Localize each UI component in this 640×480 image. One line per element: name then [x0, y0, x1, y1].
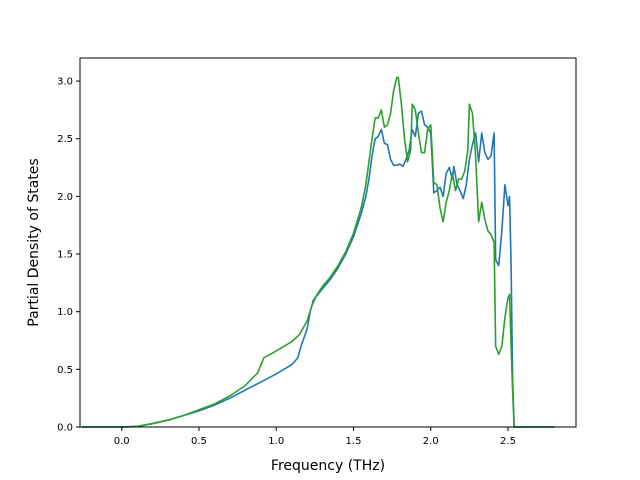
x-tick-label: 2.0: [423, 436, 439, 447]
x-tick-label: 1.5: [346, 436, 362, 447]
y-tick-label: 3.0: [57, 77, 73, 88]
y-axis-label: Partial Density of States: [26, 158, 42, 326]
series-line-1: [81, 110, 555, 428]
x-tick-label: 2.5: [500, 436, 516, 447]
x-tick-label: 0.5: [191, 436, 207, 447]
x-tick-label: 1.0: [268, 436, 284, 447]
y-tick-label: 1.0: [57, 307, 73, 318]
series-line-2: [81, 76, 555, 428]
y-tick-label: 1.5: [57, 250, 73, 261]
plot-frame: [79, 57, 577, 428]
y-tick-label: 2.5: [57, 134, 73, 145]
y-ticks: 0.0 0.5 1.0 1.5 2.0 2.5 3.0: [57, 77, 80, 434]
x-axis-label: Frequency (THz): [271, 458, 385, 474]
series-layer: [81, 76, 555, 428]
y-tick-label: 0.0: [57, 423, 73, 434]
x-tick-label: 0.0: [114, 436, 130, 447]
y-tick-label: 2.0: [57, 192, 73, 203]
y-tick-label: 0.5: [57, 365, 73, 376]
x-ticks: 0.0 0.5 1.0 1.5 2.0 2.5: [114, 427, 516, 447]
